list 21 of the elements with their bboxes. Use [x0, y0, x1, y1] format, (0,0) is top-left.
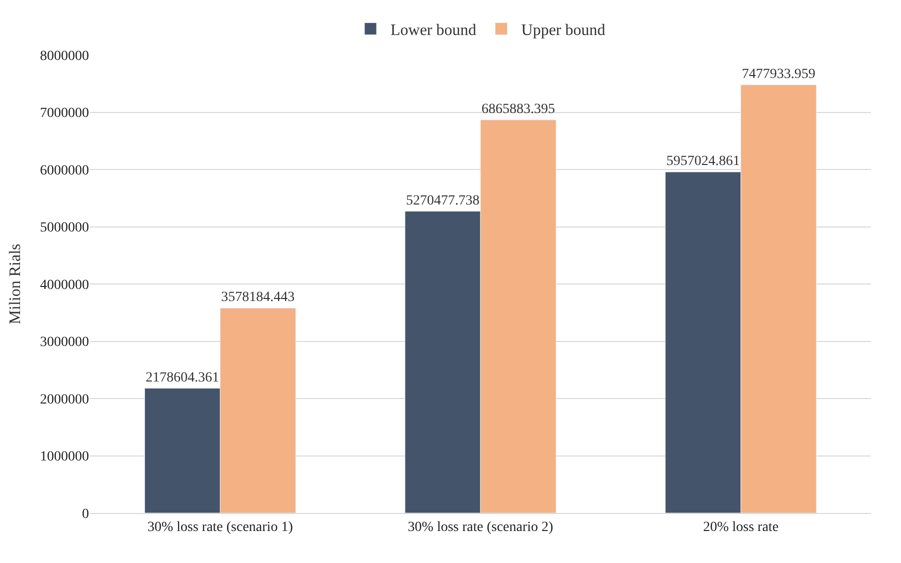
x-tick-label: 30% loss rate (scenario 2) — [408, 520, 554, 535]
y-tick-label: 8000000 — [40, 48, 89, 64]
data-label: 3578184.443 — [221, 290, 295, 306]
y-tick-label: 4000000 — [40, 278, 89, 293]
x-tick-label: 20% loss rate — [703, 520, 779, 535]
x-tick-label: 30% loss rate (scenario 1) — [147, 520, 294, 535]
data-label: 2178604.361 — [146, 370, 220, 386]
y-tick-label: 0 — [82, 506, 89, 522]
y-tick-label: 1000000 — [40, 450, 89, 465]
data-label: 6865883.395 — [482, 102, 555, 117]
data-label: 5270477.738 — [406, 193, 480, 208]
y-tick-label: 5000000 — [40, 220, 89, 236]
y-axis-title: Milion Rials — [6, 244, 24, 324]
legend-label: Upper bound — [521, 22, 606, 39]
y-tick-label: 2000000 — [40, 392, 89, 408]
legend-label: Lower bound — [390, 22, 476, 39]
y-tick-label: 3000000 — [40, 335, 89, 350]
data-label: 7477933.959 — [742, 66, 816, 82]
y-tick-label: 7000000 — [40, 106, 89, 122]
data-label: 5957024.861 — [666, 154, 740, 169]
y-tick-label: 6000000 — [40, 163, 89, 178]
